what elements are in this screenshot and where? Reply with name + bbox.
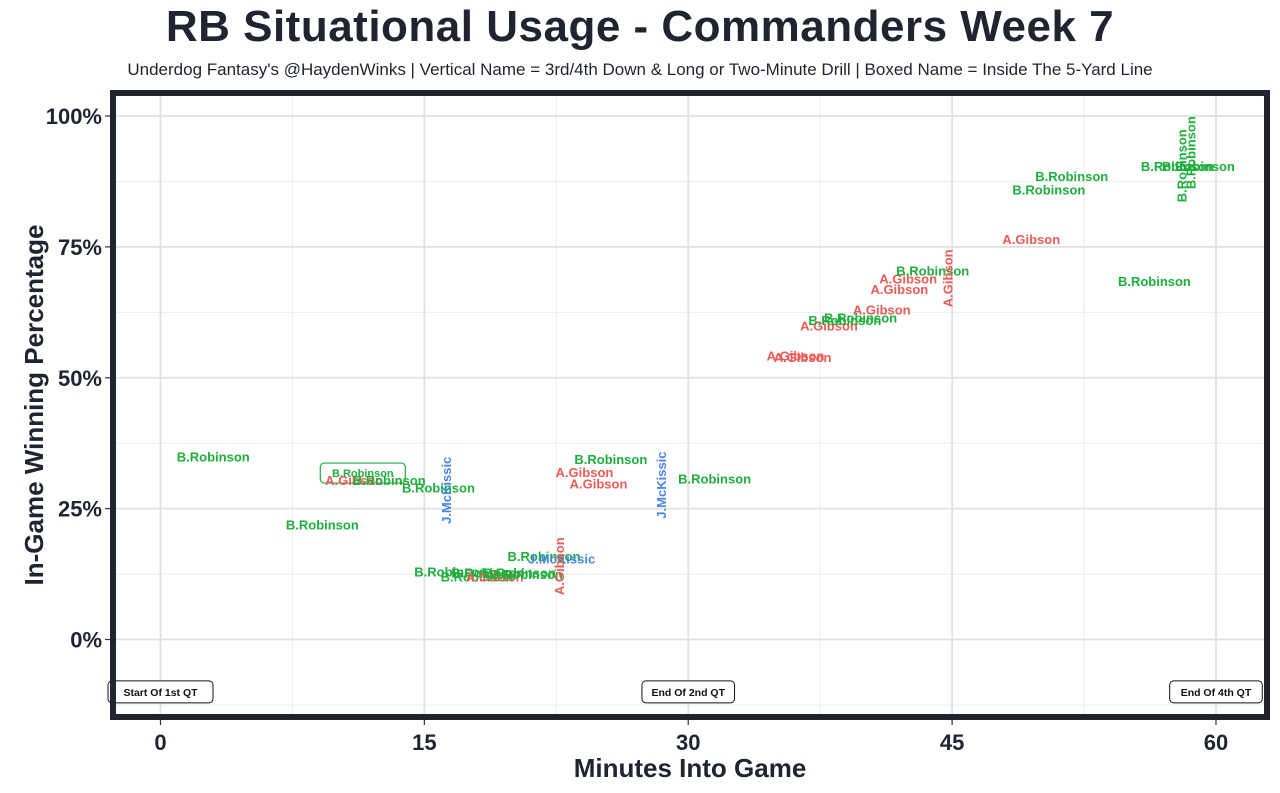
point-label: B.Robinson [177, 449, 250, 464]
point-label: B.Robinson [1162, 159, 1235, 174]
point-label: B.Robinson [353, 473, 426, 488]
point-label: B.Robinson [451, 566, 524, 581]
point-label: A.Gibson [570, 477, 628, 492]
point-label: B.Robinson [414, 564, 487, 579]
point-label: B.Robinson [483, 566, 556, 581]
y-tick-label: 100% [46, 104, 102, 129]
point-label: A.Gibson [466, 570, 524, 585]
point-label: A.Gibson [767, 348, 825, 363]
x-tick-label: 15 [412, 730, 436, 755]
point-label: B.Robinson [1141, 159, 1214, 174]
chart-title: RB Situational Usage - Commanders Week 7 [165, 2, 1115, 51]
point-label-vertical: B.Robinson [1183, 116, 1198, 189]
point-label: B.Robinson [508, 549, 581, 564]
x-tick-label: 60 [1204, 730, 1228, 755]
point-label: A.Gibson [870, 282, 928, 297]
quarter-annotation-label: End Of 4th QT [1181, 687, 1252, 699]
point-label: B.Robinson [286, 517, 359, 532]
point-label: B.Robinson [1118, 274, 1191, 289]
point-label-vertical: J.McKissic [654, 451, 669, 518]
point-label: A.Gibson [556, 465, 614, 480]
y-tick-label: 0% [70, 628, 102, 653]
y-tick-label: 25% [58, 497, 102, 522]
point-label: B.Robinson [808, 313, 881, 328]
point-label: A.Gibson [879, 271, 937, 286]
x-axis-title: Minutes Into Game [574, 753, 807, 783]
point-label: B.Robinson [441, 570, 514, 585]
plot-panel [113, 93, 1267, 717]
quarter-annotation-box [107, 680, 214, 704]
quarter-annotation-box [641, 680, 736, 704]
point-label: J.McKissic [528, 551, 595, 566]
point-label: A.Gibson [800, 318, 858, 333]
point-label-vertical: B.Robinson [1175, 129, 1190, 202]
boxed-point-frame [319, 462, 406, 484]
quarter-annotation-box [1169, 680, 1263, 704]
point-label: B.Robinson [678, 471, 751, 486]
plot-border [110, 90, 1270, 720]
point-label: A.Gibson [325, 473, 383, 488]
quarter-annotation-label: Start Of 1st QT [123, 687, 198, 699]
quarter-annotation-label: End Of 2nd QT [651, 687, 725, 699]
point-label: B.Robinson [896, 263, 969, 278]
point-label: B.Robinson [574, 452, 647, 467]
point-label-vertical: A.Gibson [941, 249, 956, 307]
point-label: B.Robinson [824, 311, 897, 326]
point-label-boxed: B.Robinson [332, 468, 394, 480]
point-label: B.Robinson [1035, 169, 1108, 184]
y-tick-label: 75% [58, 235, 102, 260]
y-tick-label: 50% [58, 366, 102, 391]
chart-subtitle: Underdog Fantasy's @HaydenWinks | Vertic… [127, 60, 1153, 79]
x-tick-label: 0 [154, 730, 166, 755]
point-label: A.Gibson [774, 350, 832, 365]
point-label: B.Robinson [1012, 182, 1085, 197]
point-label-vertical: J.McKissic [439, 457, 454, 524]
y-axis-title: In-Game Winning Percentage [19, 225, 49, 586]
point-label: A.Gibson [853, 303, 911, 318]
point-label: B.Robinson [490, 567, 563, 582]
point-label: A.Gibson [1002, 232, 1060, 247]
point-label-vertical: A.Gibson [552, 537, 567, 595]
x-tick-label: 45 [940, 730, 964, 755]
x-tick-label: 30 [676, 730, 700, 755]
point-label: B.Robinson [402, 481, 475, 496]
